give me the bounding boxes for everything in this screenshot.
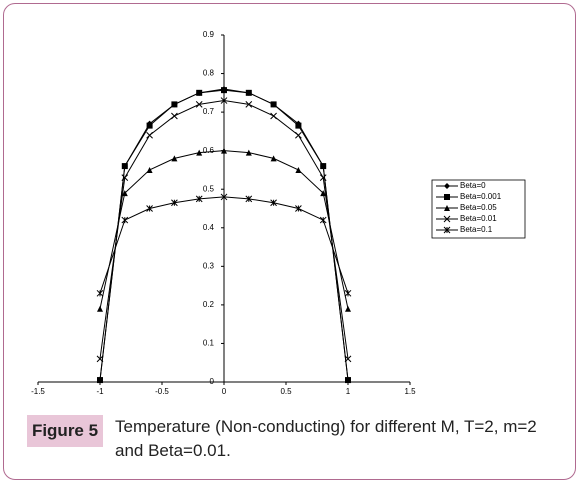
marker bbox=[171, 101, 178, 108]
caption: Temperature (Non-conducting) for differe… bbox=[115, 417, 537, 460]
marker bbox=[320, 190, 327, 197]
marker bbox=[344, 289, 352, 297]
legend-marker bbox=[443, 215, 451, 223]
marker bbox=[121, 163, 128, 170]
marker bbox=[121, 190, 128, 197]
frame bbox=[3, 3, 576, 480]
marker bbox=[96, 355, 104, 363]
y-tick-label: 0.2 bbox=[203, 300, 215, 309]
marker bbox=[319, 216, 327, 224]
marker bbox=[221, 147, 227, 154]
x-tick-label: -0.5 bbox=[155, 387, 169, 396]
marker bbox=[270, 199, 277, 207]
x-tick-label: 1 bbox=[346, 387, 351, 396]
legend-marker bbox=[444, 183, 450, 189]
y-tick-label: 0.7 bbox=[203, 107, 215, 116]
marker bbox=[245, 149, 252, 156]
marker bbox=[196, 89, 203, 96]
marker bbox=[345, 305, 351, 312]
x-tick-label: 1.5 bbox=[404, 387, 416, 396]
marker bbox=[220, 193, 228, 201]
marker bbox=[220, 97, 228, 104]
marker bbox=[146, 166, 153, 173]
marker bbox=[295, 166, 302, 173]
marker bbox=[344, 355, 352, 363]
y-tick-label: 0.5 bbox=[203, 184, 215, 193]
marker bbox=[196, 149, 203, 156]
marker bbox=[195, 195, 203, 203]
x-tick-label: -1 bbox=[96, 387, 104, 396]
marker bbox=[221, 87, 227, 94]
marker bbox=[121, 174, 129, 182]
marker bbox=[245, 89, 252, 96]
legend-marker bbox=[443, 226, 451, 234]
marker bbox=[96, 289, 104, 297]
marker bbox=[270, 101, 277, 108]
legend-label: Beta=0 bbox=[460, 181, 486, 190]
marker bbox=[171, 199, 178, 207]
y-tick-label: 0.3 bbox=[203, 261, 215, 270]
marker bbox=[121, 216, 129, 224]
marker bbox=[270, 112, 277, 120]
marker bbox=[245, 101, 253, 108]
y-tick-label: 0.6 bbox=[203, 146, 215, 155]
y-tick-label: 0.8 bbox=[203, 69, 215, 78]
x-tick-label: 0.5 bbox=[280, 387, 292, 396]
marker bbox=[295, 205, 302, 212]
marker bbox=[245, 195, 253, 203]
marker bbox=[319, 174, 327, 182]
legend-marker bbox=[444, 205, 450, 211]
marker bbox=[97, 305, 103, 312]
x-tick-label: 0 bbox=[222, 387, 227, 396]
y-tick-label: 0 bbox=[210, 377, 215, 386]
marker bbox=[146, 131, 153, 139]
marker bbox=[295, 122, 302, 129]
marker bbox=[171, 155, 178, 162]
marker bbox=[195, 101, 203, 108]
x-tick-label: -1.5 bbox=[31, 387, 45, 396]
y-tick-label: 0.4 bbox=[203, 223, 215, 232]
legend-label: Beta=0.05 bbox=[460, 203, 497, 212]
legend-marker bbox=[444, 194, 450, 200]
marker bbox=[146, 205, 153, 212]
legend-label: Beta=0.1 bbox=[460, 225, 493, 234]
legend-label: Beta=0.001 bbox=[460, 192, 502, 201]
caption-label: Figure 5 bbox=[27, 415, 103, 447]
marker bbox=[345, 377, 351, 384]
marker bbox=[97, 377, 103, 384]
legend-label: Beta=0.01 bbox=[460, 214, 497, 223]
marker bbox=[295, 131, 302, 139]
y-tick-label: 0.1 bbox=[203, 339, 215, 348]
y-tick-label: 0.9 bbox=[203, 30, 215, 39]
marker bbox=[171, 112, 178, 120]
marker bbox=[270, 155, 277, 162]
marker bbox=[146, 122, 153, 129]
marker bbox=[320, 163, 327, 170]
